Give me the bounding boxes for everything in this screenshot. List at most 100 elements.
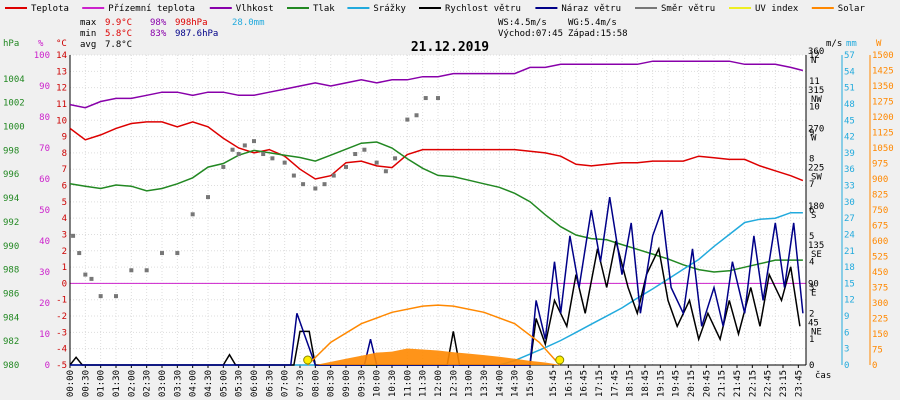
hpa-tick-label: 990 <box>3 242 19 252</box>
time-tick-label: 10:30 <box>388 370 398 397</box>
deg-tick-value: 360 <box>808 47 824 57</box>
deg-tick-value: 225 <box>808 163 824 173</box>
time-tick-label: 05:00 <box>219 370 229 397</box>
ms-tick-label: 8 <box>809 154 814 164</box>
mm-tick-label: 18 <box>844 263 855 273</box>
deg-tick-dir: NE <box>811 327 822 337</box>
series-8-point <box>190 212 195 217</box>
time-tick-label: 18:45 <box>641 370 651 397</box>
time-tick-label: 23:15 <box>779 370 789 397</box>
time-tick-label: 02:30 <box>143 370 153 397</box>
legend-label-3: Tlak <box>313 4 335 14</box>
stat-max-rain: 28.0mm <box>232 18 265 28</box>
series-3-line <box>70 211 803 366</box>
deg-tick-dir: S <box>811 211 816 221</box>
mm-tick-label: 0 <box>844 361 849 371</box>
w-tick-label: 825 <box>872 191 888 201</box>
pct-tick-label: 10 <box>39 330 50 340</box>
degc-tick-label: -2 <box>56 312 67 322</box>
w-tick-label: 150 <box>872 330 888 340</box>
w-tick-label: 525 <box>872 253 888 263</box>
time-tick-label: 23:45 <box>794 370 804 397</box>
pct-tick-label: 0 <box>45 361 50 371</box>
w-tick-label: 225 <box>872 315 888 325</box>
series-8-point <box>221 164 226 169</box>
pct-tick-label: 50 <box>39 206 50 216</box>
w-tick-label: 1200 <box>872 113 894 123</box>
degc-tick-label: 10 <box>56 116 67 126</box>
series-8-point <box>344 164 348 169</box>
axes: 9809829849869889909929949969981000100210… <box>3 47 894 397</box>
time-tick-label: 12:30 <box>449 370 459 397</box>
mm-tick-label: 45 <box>844 116 855 126</box>
time-tick-label: 09:00 <box>342 370 352 397</box>
time-tick-label: 20:15 <box>687 370 697 397</box>
series-8-point <box>270 156 275 161</box>
time-tick-label: 00:00 <box>66 370 76 397</box>
time-tick-label: 20:45 <box>702 370 712 397</box>
series-8-point <box>98 294 103 299</box>
time-tick-label: 21:15 <box>718 370 728 397</box>
series-8-point <box>383 169 388 174</box>
series-8-point <box>236 152 241 157</box>
deg-tick-value: 45 <box>808 318 819 328</box>
w-tick-label: 75 <box>872 346 883 356</box>
mm-tick-label: 57 <box>844 51 855 61</box>
deg-tick-dir: E <box>811 289 816 299</box>
mm-tick-label: 39 <box>844 149 855 159</box>
hpa-tick-label: 996 <box>3 170 19 180</box>
time-tick-label: 04:00 <box>189 370 199 397</box>
hpa-tick-label: 988 <box>3 266 19 276</box>
series-8-point <box>313 186 318 191</box>
w-tick-label: 1500 <box>872 51 894 61</box>
mm-tick-label: 51 <box>844 84 855 94</box>
time-tick-label: 14:00 <box>495 370 505 397</box>
legend: Teplota Přízemní teplota Vlhkost Tlak Srážky… <box>5 4 865 14</box>
series-7-line <box>307 304 561 366</box>
series-5-line <box>70 196 804 366</box>
ms-tick-label: 4 <box>809 258 814 268</box>
stat-min-temp: 5.8°C <box>105 29 132 39</box>
legend-label-6: Náraz větru <box>561 4 621 14</box>
time-tick-label: 03:00 <box>158 370 168 397</box>
hpa-tick-label: 982 <box>3 337 19 347</box>
hpa-tick-label: 984 <box>3 313 19 323</box>
deg-tick-dir: NW <box>811 95 822 105</box>
series-8-point <box>301 182 306 187</box>
deg-tick-dir: N <box>811 56 816 66</box>
hpa-tick-label: 980 <box>3 361 19 371</box>
time-tick-label: 03:30 <box>173 370 183 397</box>
series-2-line <box>69 141 803 273</box>
time-tick-label: 07:00 <box>281 370 291 397</box>
deg-tick-dir: SW <box>811 172 822 182</box>
legend-label-5: Rychlost větru <box>445 4 521 14</box>
degc-tick-label: 14 <box>56 51 67 61</box>
deg-tick-value: 270 <box>808 125 824 135</box>
sunrise-marker <box>303 355 313 365</box>
series-8-point <box>374 160 379 165</box>
ms-unit-label: m/s <box>826 39 842 49</box>
w-tick-label: 450 <box>872 268 888 278</box>
ms-tick-label: 3 <box>809 284 814 294</box>
sunset-marker <box>555 355 565 365</box>
series-8-point <box>405 117 410 122</box>
legend-label-1: Přízemní teplota <box>108 4 195 14</box>
ms-tick-label: 7 <box>809 180 814 190</box>
series-8-point <box>89 276 94 281</box>
pct-tick-label: 80 <box>39 113 50 123</box>
w-tick-label: 600 <box>872 237 888 247</box>
ms-tick-label: 6 <box>809 206 814 216</box>
time-tick-label: 17:15 <box>595 370 605 397</box>
time-tick-label: 22:45 <box>764 370 774 397</box>
time-tick-label: 16:45 <box>580 370 590 397</box>
time-tick-label: 22:15 <box>748 370 758 397</box>
time-tick-label: 06:00 <box>250 370 260 397</box>
mm-tick-label: 3 <box>844 345 849 355</box>
time-tick-label: 01:30 <box>112 370 122 397</box>
degc-tick-label: 0 <box>62 279 67 289</box>
pct-tick-label: 90 <box>39 82 50 92</box>
time-tick-label: 10:00 <box>373 370 383 397</box>
time-tick-label: 21:45 <box>733 370 743 397</box>
